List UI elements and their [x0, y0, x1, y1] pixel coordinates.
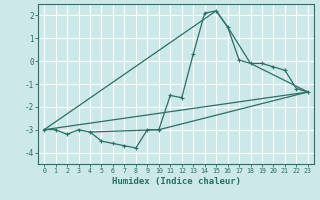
- X-axis label: Humidex (Indice chaleur): Humidex (Indice chaleur): [111, 177, 241, 186]
